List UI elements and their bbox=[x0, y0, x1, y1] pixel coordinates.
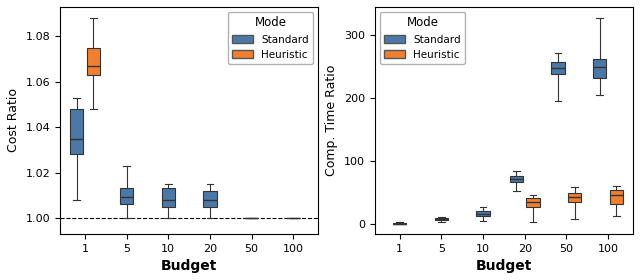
X-axis label: Budget: Budget bbox=[476, 259, 532, 273]
PathPatch shape bbox=[476, 211, 490, 216]
PathPatch shape bbox=[526, 198, 540, 207]
PathPatch shape bbox=[120, 188, 133, 204]
Legend: Standard, Heuristic: Standard, Heuristic bbox=[228, 12, 313, 64]
PathPatch shape bbox=[593, 59, 606, 78]
Legend: Standard, Heuristic: Standard, Heuristic bbox=[380, 12, 465, 64]
Y-axis label: Cost Ratio: Cost Ratio bbox=[7, 88, 20, 152]
PathPatch shape bbox=[86, 48, 100, 75]
PathPatch shape bbox=[509, 176, 523, 182]
PathPatch shape bbox=[70, 109, 83, 154]
PathPatch shape bbox=[552, 62, 564, 74]
PathPatch shape bbox=[610, 190, 623, 204]
PathPatch shape bbox=[393, 223, 406, 224]
X-axis label: Budget: Budget bbox=[161, 259, 218, 273]
PathPatch shape bbox=[568, 193, 581, 202]
Y-axis label: Comp. Time Ratio: Comp. Time Ratio bbox=[325, 65, 339, 176]
PathPatch shape bbox=[204, 191, 217, 207]
PathPatch shape bbox=[435, 218, 448, 220]
PathPatch shape bbox=[162, 188, 175, 207]
